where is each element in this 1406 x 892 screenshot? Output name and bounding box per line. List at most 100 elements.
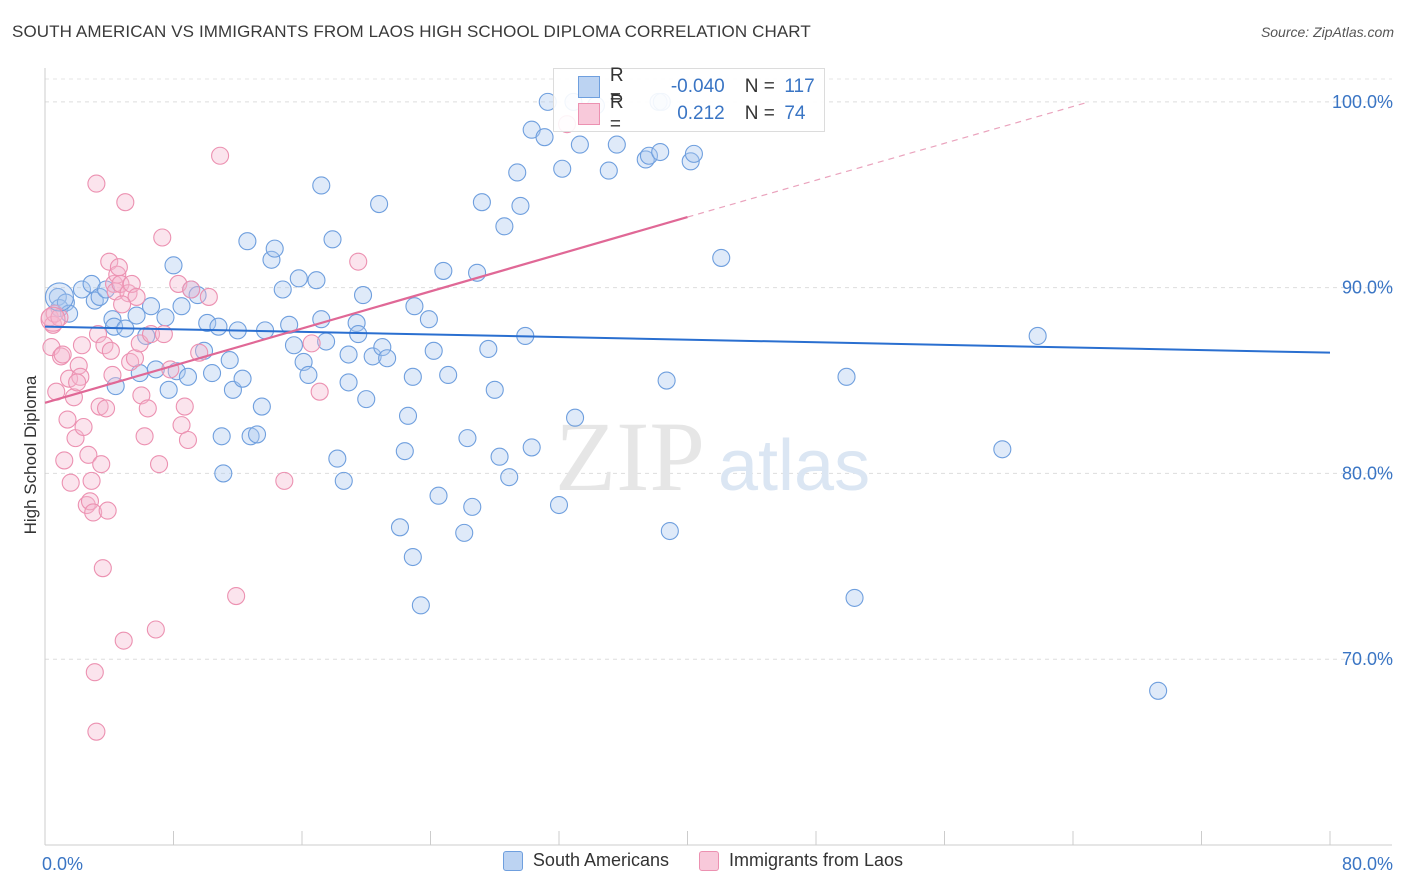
point-south-american: [419, 310, 438, 329]
point-laos: [127, 287, 146, 306]
point-south-american: [411, 596, 430, 615]
point-south-american: [651, 142, 670, 162]
point-south-american: [566, 408, 585, 427]
point-south-american: [339, 345, 358, 364]
point-south-american: [307, 271, 326, 290]
point-laos: [302, 334, 321, 353]
point-south-american: [607, 135, 626, 154]
point-laos: [211, 146, 230, 165]
point-south-american: [479, 339, 498, 359]
point-south-american: [172, 297, 191, 316]
axes: 70.0% 80.0% 90.0% 100.0% 0.0% 80.0%: [42, 68, 1393, 874]
point-south-american: [403, 367, 422, 386]
point-south-american: [44, 282, 75, 312]
point-laos: [61, 473, 80, 492]
point-south-american: [247, 425, 267, 444]
point-south-american: [660, 521, 679, 541]
blue-n-value: 117: [784, 76, 815, 97]
point-south-american: [485, 380, 504, 399]
point-laos: [135, 427, 154, 446]
point-south-american: [284, 336, 304, 355]
point-south-american: [198, 313, 217, 332]
point-laos: [178, 430, 198, 450]
blue-r-label: R =: [609, 65, 624, 108]
y-tick-label: 70.0%: [1342, 649, 1393, 669]
blue-n-label: N =: [744, 76, 775, 97]
point-laos: [42, 338, 61, 357]
point-south-american: [90, 287, 109, 306]
point-south-american: [439, 365, 458, 385]
blue-r-value: -0.040: [670, 76, 725, 97]
point-south-american: [424, 341, 443, 360]
point-south-american: [323, 230, 342, 249]
point-south-american: [993, 440, 1012, 459]
point-laos: [109, 258, 128, 277]
point-south-american: [1149, 681, 1168, 700]
legend-swatch-blue: [502, 850, 523, 871]
point-laos: [58, 410, 77, 429]
point-laos: [68, 373, 87, 392]
legend-item-laos[interactable]: Immigrants from Laos: [699, 850, 903, 871]
point-laos: [85, 663, 104, 682]
blue-swatch: [578, 76, 600, 98]
point-south-american: [472, 193, 491, 212]
point-south-american: [363, 347, 382, 366]
point-laos: [40, 306, 66, 332]
legend-label-south-americans: South Americans: [532, 850, 669, 870]
point-south-american: [434, 261, 453, 280]
point-laos: [93, 559, 112, 578]
point-south-american: [312, 176, 331, 195]
point-south-american: [370, 194, 389, 214]
point-laos: [84, 503, 103, 522]
pink-r-label: R =: [609, 92, 624, 135]
chart-title: SOUTH AMERICAN VS IMMIGRANTS FROM LAOS H…: [12, 22, 811, 41]
point-south-american: [712, 248, 731, 267]
point-south-american: [398, 406, 418, 425]
point-south-american: [141, 297, 161, 316]
point-south-american: [156, 308, 175, 327]
point-laos: [53, 345, 72, 364]
point-south-american: [553, 159, 572, 178]
point-south-american: [455, 523, 474, 542]
point-laos: [199, 287, 218, 306]
point-laos: [146, 620, 165, 639]
x-tick-label: 80.0%: [1342, 854, 1393, 874]
point-south-american: [395, 442, 414, 461]
point-laos: [182, 280, 201, 299]
pink-r-value: 0.212: [677, 103, 725, 124]
point-south-american: [511, 196, 530, 215]
point-south-american: [127, 306, 146, 325]
pink-swatch: [578, 103, 600, 125]
point-laos: [82, 471, 101, 490]
point-south-american: [214, 464, 233, 483]
point-south-american: [837, 367, 856, 386]
point-south-american: [405, 297, 424, 316]
legend-item-south-americans[interactable]: South Americans: [502, 850, 669, 871]
watermark-zip: ZIP: [555, 401, 705, 512]
point-south-american: [599, 161, 618, 180]
stats-row-blue: R = -0.040 N = 117: [554, 65, 824, 108]
pink-n-label: N =: [744, 103, 775, 124]
point-south-american: [390, 518, 410, 537]
point-laos: [153, 228, 172, 247]
point-laos: [55, 451, 74, 470]
point-laos: [71, 367, 90, 386]
point-laos: [74, 417, 93, 437]
point-laos: [114, 631, 133, 650]
point-laos: [349, 252, 368, 271]
point-south-american: [273, 280, 292, 299]
point-laos: [98, 501, 117, 520]
point-laos: [80, 492, 100, 511]
point-laos: [227, 587, 246, 606]
data-points: [40, 92, 1168, 741]
point-laos: [96, 399, 116, 418]
point-south-american: [500, 468, 519, 487]
y-axis-label: High School Diploma: [21, 375, 40, 534]
point-south-american: [159, 380, 178, 399]
point-laos: [87, 722, 106, 741]
trend-lines: [44, 101, 1331, 404]
y-tick-label: 80.0%: [1342, 463, 1393, 483]
point-south-american: [220, 351, 239, 370]
point-south-american: [378, 349, 397, 368]
